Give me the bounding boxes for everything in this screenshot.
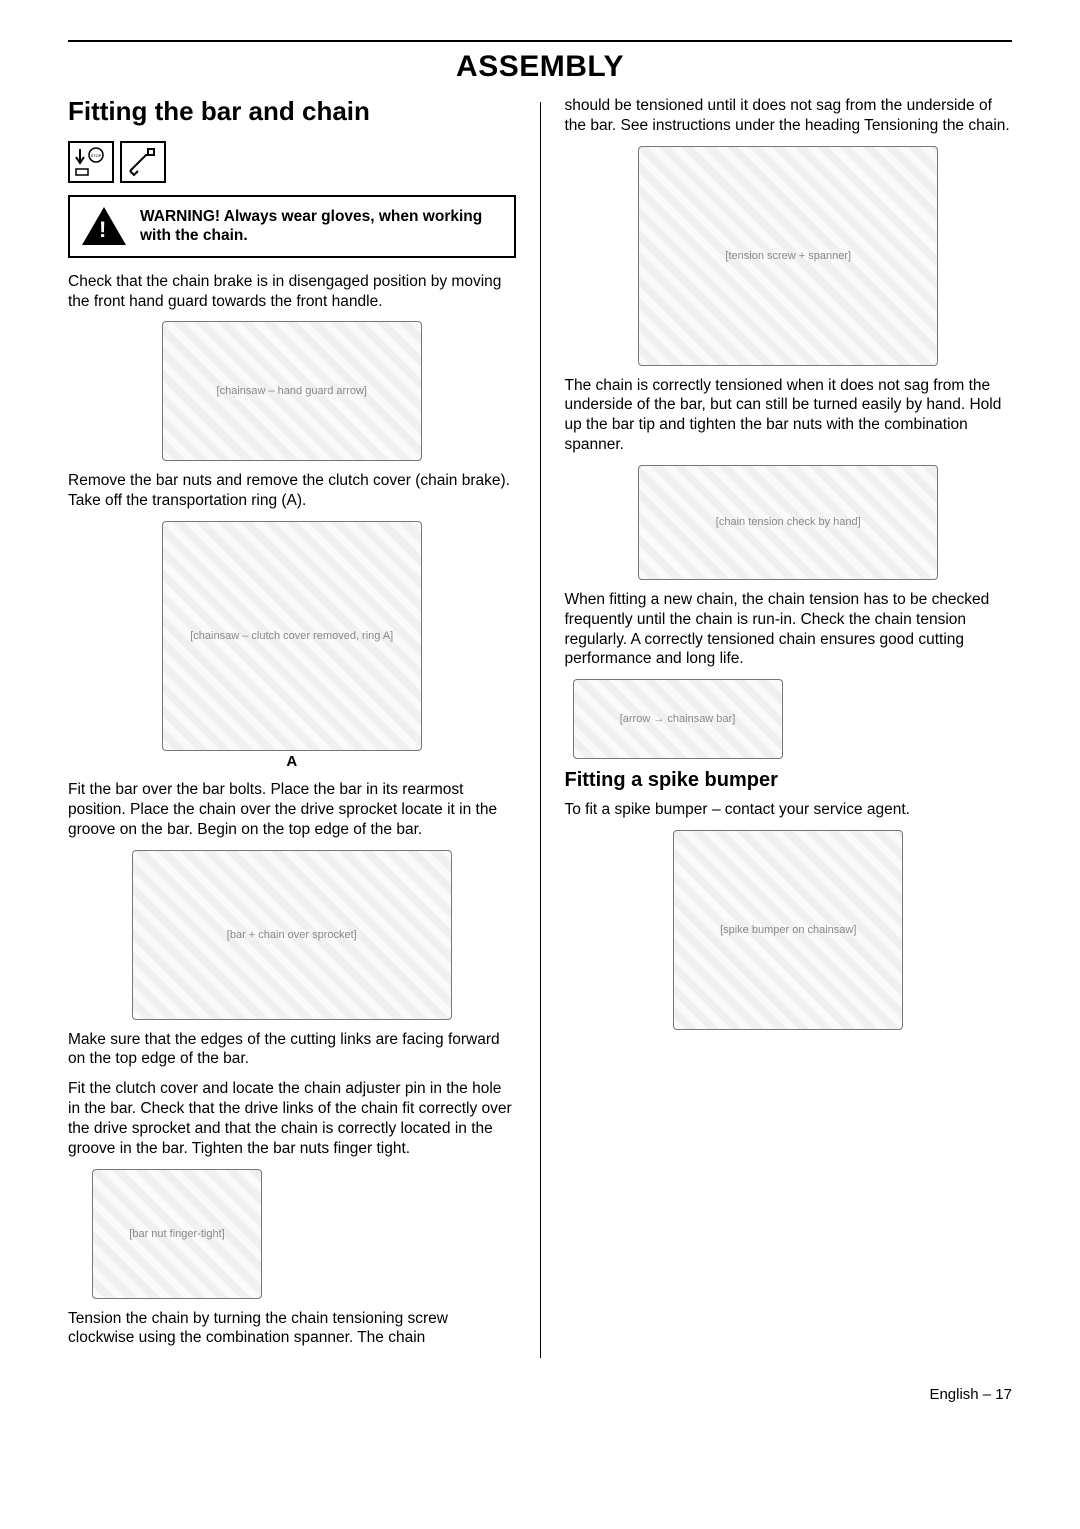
- subsection-spike-bumper: Fitting a spike bumper: [565, 769, 1013, 792]
- right-column: should be tensioned until it does not sa…: [565, 96, 1013, 1358]
- page-title: ASSEMBLY: [68, 50, 1012, 84]
- key-icon: [120, 141, 166, 183]
- column-divider: [540, 102, 541, 1358]
- top-rule: [68, 40, 1012, 42]
- figure-hand-guard-img: [chainsaw – hand guard arrow]: [162, 321, 422, 461]
- figure-chain-over-sprocket: [bar + chain over sprocket]: [68, 850, 516, 1020]
- para-remove-bar-nuts: Remove the bar nuts and remove the clutc…: [68, 471, 516, 511]
- warning-triangle-icon: [82, 207, 126, 245]
- para-new-chain: When fitting a new chain, the chain tens…: [565, 590, 1013, 669]
- figure-clutch-cover: [chainsaw – clutch cover removed, ring A…: [68, 521, 516, 770]
- figure-arrow-bar-img: [arrow → chainsaw bar]: [573, 679, 783, 759]
- figure-tension-spanner-img: [tension screw + spanner]: [638, 146, 938, 366]
- figure-arrow-bar: [arrow → chainsaw bar]: [573, 679, 1013, 759]
- figure-chain-over-sprocket-img: [bar + chain over sprocket]: [132, 850, 452, 1020]
- warning-text: WARNING! Always wear gloves, when workin…: [140, 207, 502, 246]
- para-cutting-links: Make sure that the edges of the cutting …: [68, 1030, 516, 1070]
- para-fit-clutch-cover: Fit the clutch cover and locate the chai…: [68, 1079, 516, 1158]
- left-column: Fitting the bar and chain STOP WARNING! …: [68, 96, 516, 1358]
- two-column-layout: Fitting the bar and chain STOP WARNING! …: [68, 96, 1012, 1358]
- para-spike-bumper: To fit a spike bumper – contact your ser…: [565, 800, 1013, 820]
- para-chain-brake: Check that the chain brake is in disenga…: [68, 272, 516, 312]
- svg-text:STOP: STOP: [91, 153, 102, 158]
- para-tension-until-no-sag: should be tensioned until it does not sa…: [565, 96, 1013, 136]
- figure-spike-bumper: [spike bumper on chainsaw]: [565, 830, 1013, 1030]
- figure-finger-tight: [bar nut finger-tight]: [92, 1169, 516, 1299]
- warning-box: WARNING! Always wear gloves, when workin…: [68, 195, 516, 258]
- section-heading-fitting-bar-chain: Fitting the bar and chain: [68, 96, 516, 127]
- para-correctly-tensioned: The chain is correctly tensioned when it…: [565, 376, 1013, 455]
- para-fit-bar: Fit the bar over the bar bolts. Place th…: [68, 780, 516, 839]
- figure-hand-guard: [chainsaw – hand guard arrow]: [68, 321, 516, 461]
- figure-tension-spanner: [tension screw + spanner]: [565, 146, 1013, 366]
- figure-caption-a: A: [162, 753, 422, 770]
- icon-row: STOP: [68, 141, 516, 183]
- figure-chain-by-hand: [chain tension check by hand]: [565, 465, 1013, 580]
- page-footer: English – 17: [68, 1386, 1012, 1403]
- figure-finger-tight-img: [bar nut finger-tight]: [92, 1169, 262, 1299]
- figure-chain-by-hand-img: [chain tension check by hand]: [638, 465, 938, 580]
- figure-clutch-cover-img: [chainsaw – clutch cover removed, ring A…: [162, 521, 422, 751]
- figure-spike-bumper-img: [spike bumper on chainsaw]: [673, 830, 903, 1030]
- stop-icon: STOP: [68, 141, 114, 183]
- para-tension-chain: Tension the chain by turning the chain t…: [68, 1309, 516, 1349]
